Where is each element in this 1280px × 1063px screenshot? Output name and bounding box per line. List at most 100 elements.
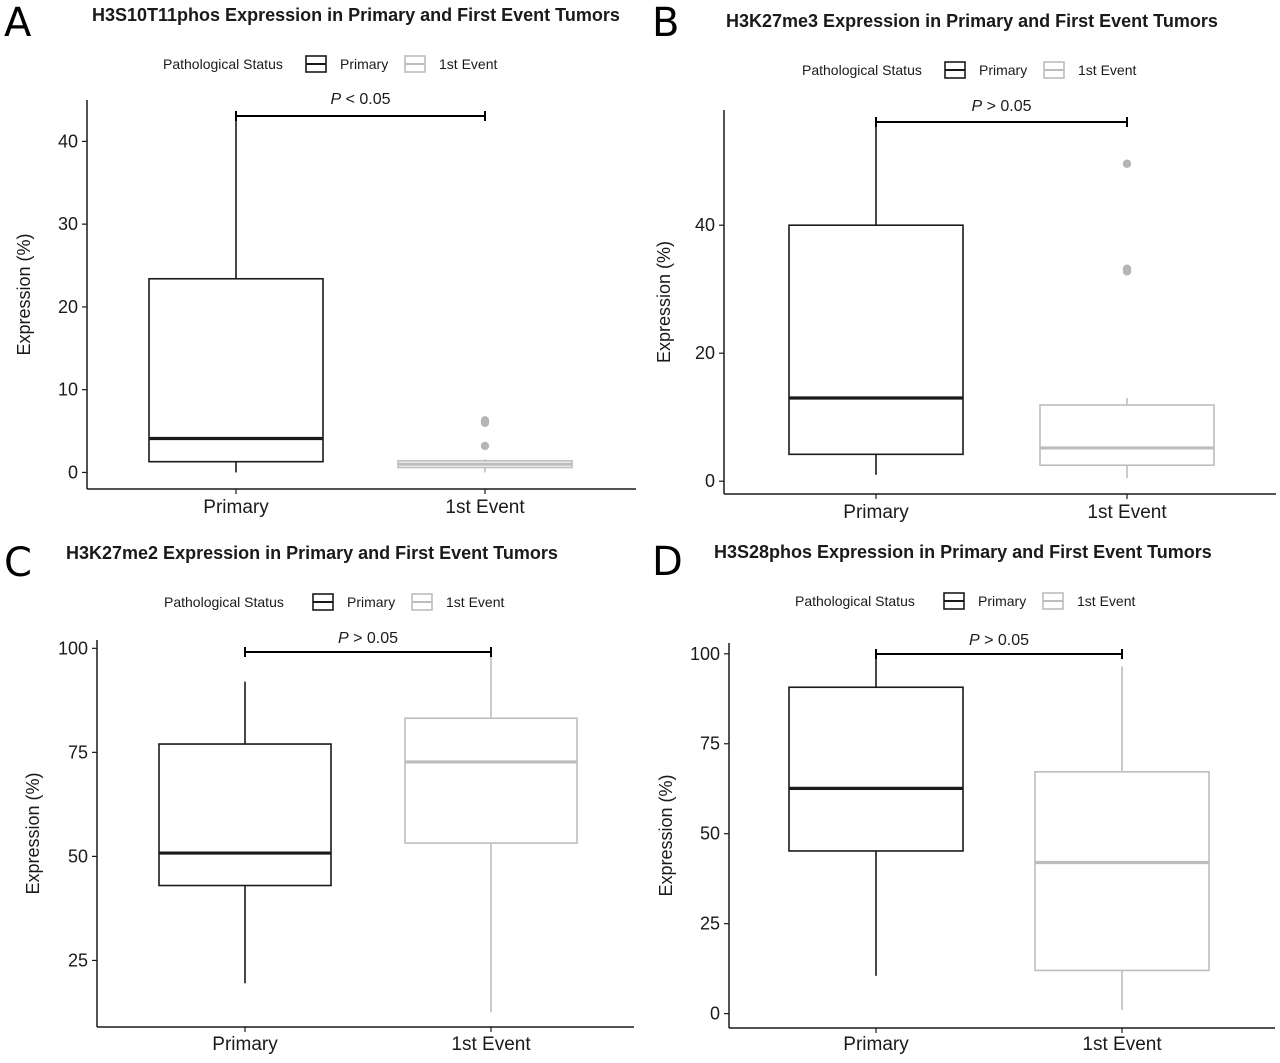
y-tick-label: 10 [58,380,78,400]
legend-key-primary [312,593,334,611]
y-axis-label: Expression (%) [14,233,34,355]
p-value-label: P < 0.05 [330,91,390,108]
boxplot-1st-event [404,656,578,1013]
y-axis-label: Expression (%) [23,772,43,894]
p-symbol: P [971,98,982,115]
box [788,224,964,456]
panel-b: B H3K27me3 Expression in Primary and Firs… [652,0,1276,523]
legend-label: Primary [347,594,395,610]
legend-title: Pathological Status [802,62,922,78]
p-value-label: P > 0.05 [971,98,1031,115]
y-tick-label: 50 [68,846,88,866]
y-tick-label: 0 [705,471,715,491]
box [158,743,332,887]
y-tick-label: 75 [68,742,88,762]
legend-title: Pathological Status [164,594,284,610]
legend-title: Pathological Status [163,56,283,72]
p-threshold: > 0.05 [980,632,1029,649]
legend-key-primary [305,55,327,73]
panel-letter: A [4,0,32,46]
x-tick-label: 1st Event [1087,502,1167,523]
y-tick-label: 20 [58,297,78,317]
y-tick-label: 25 [68,950,88,970]
panel-d: D H3S28phos Expression in Primary and Fir… [652,539,1275,1055]
y-tick-label: 100 [690,644,720,664]
p-symbol: P [330,91,341,108]
legend-key-primary [943,592,965,610]
legend-label: Primary [979,62,1027,78]
legend-key-1st-event [1043,61,1065,79]
significance-bracket: P > 0.05 [875,98,1128,127]
outlier-point [1122,159,1132,168]
x-tick-label: 1st Event [445,497,525,518]
panel-letter: C [4,540,32,586]
boxplot-1st-event [1034,666,1210,1011]
chart-title: H3S10T11phos Expression in Primary and F… [92,5,620,25]
significance-bracket: P > 0.05 [244,630,492,657]
panel-c: C H3K27me2 Expression in Primary and Firs… [4,540,634,1055]
boxplot-primary [788,124,964,475]
y-tick-label: 100 [58,638,88,658]
y-tick-label: 0 [68,462,78,482]
legend-label: 1st Event [1078,62,1136,78]
y-tick-label: 20 [695,343,715,363]
significance-bracket: P < 0.05 [235,91,486,121]
legend-label: 1st Event [439,56,497,72]
y-tick-label: 75 [700,734,720,754]
y-tick-label: 50 [700,824,720,844]
boxplot-primary [148,119,324,473]
p-threshold: > 0.05 [349,630,398,647]
p-threshold: > 0.05 [982,98,1031,115]
legend-key-1st-event [411,593,433,611]
panel-letter: D [652,539,683,585]
p-symbol: P [338,630,349,647]
outlier-point [480,441,490,451]
chart-title: H3S28phos Expression in Primary and Firs… [714,542,1212,562]
outlier-point [1122,264,1132,273]
x-tick-label: Primary [843,1034,909,1055]
boxplot-primary [158,681,332,984]
legend: Pathological Status Primary 1st Event [163,55,497,73]
boxplot-primary [788,657,964,976]
x-tick-label: 1st Event [1082,1034,1162,1055]
x-tick-label: Primary [203,497,269,518]
x-tick-label: Primary [212,1034,278,1055]
outlier-point [480,416,490,425]
legend-label: Primary [340,56,388,72]
y-tick-label: 30 [58,214,78,234]
legend-key-1st-event [1042,592,1064,610]
x-tick-label: Primary [843,502,909,523]
legend-key-1st-event [404,55,426,73]
box [148,277,324,463]
chart-title: H3K27me2 Expression in Primary and First… [66,543,558,563]
y-tick-label: 0 [710,1004,720,1024]
legend: Pathological Status Primary 1st Event [795,592,1135,610]
legend-label: Primary [978,593,1026,609]
boxplot-1st-event [1039,159,1215,478]
y-tick-label: 40 [58,131,78,151]
x-tick-label: 1st Event [451,1034,531,1055]
panel-a: A H3S10T11phos Expression in Primary and … [4,0,636,518]
y-tick-label: 25 [700,914,720,934]
p-threshold: < 0.05 [341,91,390,108]
y-tick-label: 40 [695,215,715,235]
box [1039,404,1215,467]
p-value-label: P > 0.05 [338,630,398,647]
legend-label: 1st Event [1077,593,1135,609]
boxplot-1st-event [397,416,573,473]
legend-title: Pathological Status [795,593,915,609]
box [788,686,964,852]
p-symbol: P [969,632,980,649]
y-axis-label: Expression (%) [654,241,674,363]
legend-key-primary [944,61,966,79]
chart-title: H3K27me3 Expression in Primary and First… [726,11,1218,31]
p-value-label: P > 0.05 [969,632,1029,649]
panel-letter: B [652,0,679,46]
box [1034,771,1210,972]
significance-bracket: P > 0.05 [875,632,1123,659]
legend: Pathological Status Primary 1st Event [802,61,1136,79]
legend: Pathological Status Primary 1st Event [164,593,504,611]
box [404,717,578,844]
y-axis-label: Expression (%) [656,774,676,896]
